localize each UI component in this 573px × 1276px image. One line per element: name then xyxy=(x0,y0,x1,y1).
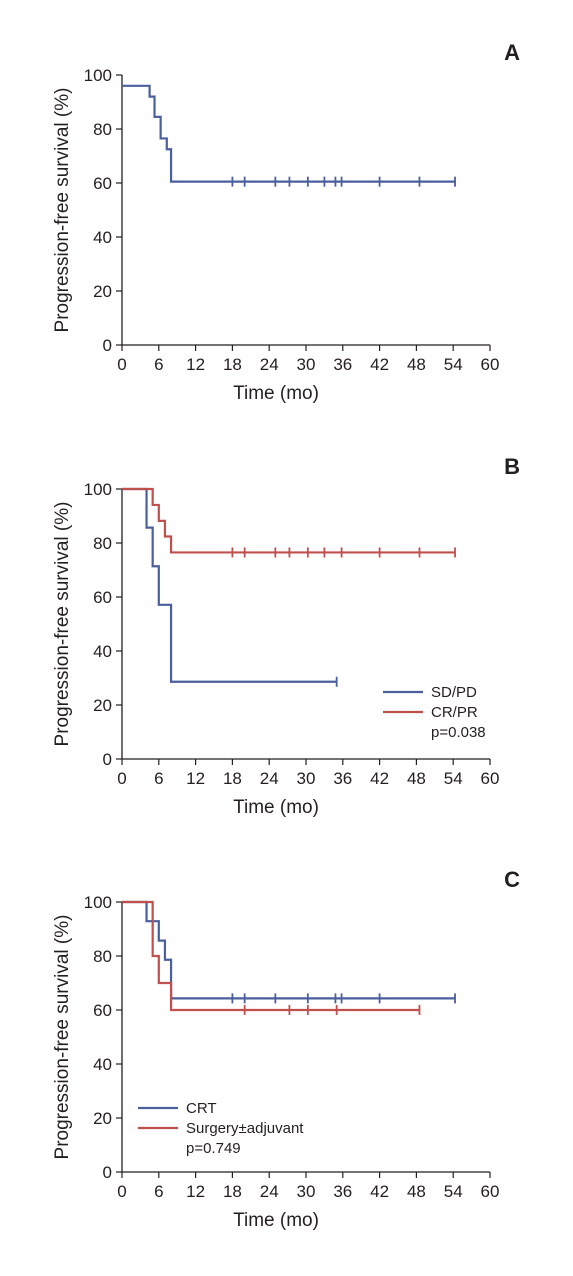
x-tick-label: 54 xyxy=(444,1182,463,1201)
x-tick-label: 42 xyxy=(370,769,389,788)
y-tick-label: 80 xyxy=(93,120,112,139)
x-tick-label: 30 xyxy=(297,355,316,374)
x-tick-label: 0 xyxy=(117,769,126,788)
y-tick-label: 40 xyxy=(93,642,112,661)
y-tick-label: 0 xyxy=(103,336,112,355)
x-tick-label: 54 xyxy=(444,355,463,374)
panel-letter: C xyxy=(504,867,520,892)
x-tick-label: 36 xyxy=(333,355,352,374)
x-axis-title: Time (mo) xyxy=(233,383,319,404)
survival-curve-surgery-adjuvant xyxy=(122,900,420,1012)
x-tick-label: 36 xyxy=(333,1182,352,1201)
panel-b: 0 6 12 18 24 30 36 42 48 54 60 0 20 40 60 80 100 Time (mo… xyxy=(52,454,520,818)
survival-curve-cr-pr xyxy=(122,487,456,554)
y-tick-label: 0 xyxy=(103,750,112,769)
legend-label: SD/PD xyxy=(431,684,477,701)
x-tick-label: 24 xyxy=(260,1182,279,1201)
x-tick-label: 18 xyxy=(223,1182,242,1201)
y-tick-label: 40 xyxy=(93,1055,112,1074)
x-tick-label: 12 xyxy=(186,1182,205,1201)
x-tick-label: 0 xyxy=(117,1182,126,1201)
panel-letter: B xyxy=(504,454,520,479)
y-tick-label: 100 xyxy=(84,893,112,912)
y-tick-label: 60 xyxy=(93,174,112,193)
y-tick-label: 80 xyxy=(93,534,112,553)
y-tick-label: 20 xyxy=(93,282,112,301)
x-tick-label: 6 xyxy=(154,1182,163,1201)
x-tick-label: 12 xyxy=(186,769,205,788)
panel-c: 0 6 12 18 24 30 36 42 48 54 60 0 20 40 60 80 100 Time (mo… xyxy=(52,867,520,1231)
y-tick-label: 80 xyxy=(93,947,112,966)
y-tick-label: 60 xyxy=(93,588,112,607)
x-tick-label: 30 xyxy=(297,1182,316,1201)
y-tick-label: 0 xyxy=(103,1163,112,1182)
y-tick-label: 20 xyxy=(93,696,112,715)
x-tick-label: 6 xyxy=(154,769,163,788)
x-tick-label: 24 xyxy=(260,355,279,374)
x-tick-label: 0 xyxy=(117,355,126,374)
survival-curve-sd-pd xyxy=(122,487,337,683)
p-value: p=0.749 xyxy=(186,1140,241,1157)
legend-label: Surgery±adjuvant xyxy=(186,1120,304,1137)
x-axis-title: Time (mo) xyxy=(233,797,319,818)
y-axis-title: Progression-free survival (%) xyxy=(52,88,73,333)
y-tick-label: 20 xyxy=(93,1109,112,1128)
y-tick-label: 100 xyxy=(84,480,112,499)
x-tick-label: 60 xyxy=(481,355,500,374)
panel-letter: A xyxy=(504,40,520,65)
x-tick-label: 18 xyxy=(223,355,242,374)
x-tick-label: 18 xyxy=(223,769,242,788)
x-tick-label: 6 xyxy=(154,355,163,374)
x-tick-label: 42 xyxy=(370,1182,389,1201)
x-tick-label: 60 xyxy=(481,1182,500,1201)
p-value: p=0.038 xyxy=(431,724,486,741)
survival-curve-series-1 xyxy=(122,84,456,183)
y-tick-label: 100 xyxy=(84,66,112,85)
x-tick-label: 48 xyxy=(407,1182,426,1201)
x-tick-label: 30 xyxy=(297,769,316,788)
legend: CRT Surgery±adjuvant p=0.749 xyxy=(138,1100,304,1157)
x-tick-label: 24 xyxy=(260,769,279,788)
y-axis-title: Progression-free survival (%) xyxy=(52,502,73,747)
x-tick-label: 42 xyxy=(370,355,389,374)
y-tick-label: 40 xyxy=(93,228,112,247)
x-tick-label: 36 xyxy=(333,769,352,788)
survival-curve-crt xyxy=(122,900,456,1000)
legend-label: CRT xyxy=(186,1100,217,1117)
x-tick-label: 54 xyxy=(444,769,463,788)
x-tick-label: 48 xyxy=(407,769,426,788)
legend-label: CR/PR xyxy=(431,704,478,721)
x-axis-title: Time (mo) xyxy=(233,1210,319,1231)
y-tick-label: 60 xyxy=(93,1001,112,1020)
x-tick-label: 12 xyxy=(186,355,205,374)
panel-a: 0 6 12 18 24 30 36 42 48 54 60 0 20 40 60 80 100 Time (mo… xyxy=(52,40,520,404)
x-tick-label: 60 xyxy=(481,769,500,788)
x-tick-label: 48 xyxy=(407,355,426,374)
legend: SD/PD CR/PR p=0.038 xyxy=(383,684,486,741)
y-axis-title: Progression-free survival (%) xyxy=(52,915,73,1160)
